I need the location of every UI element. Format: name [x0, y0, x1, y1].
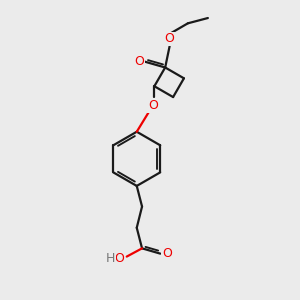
Text: O: O — [162, 247, 172, 260]
Text: O: O — [165, 32, 175, 45]
Text: H: H — [106, 252, 115, 265]
Text: O: O — [148, 99, 158, 112]
Text: O: O — [114, 252, 124, 265]
Text: O: O — [135, 55, 145, 68]
